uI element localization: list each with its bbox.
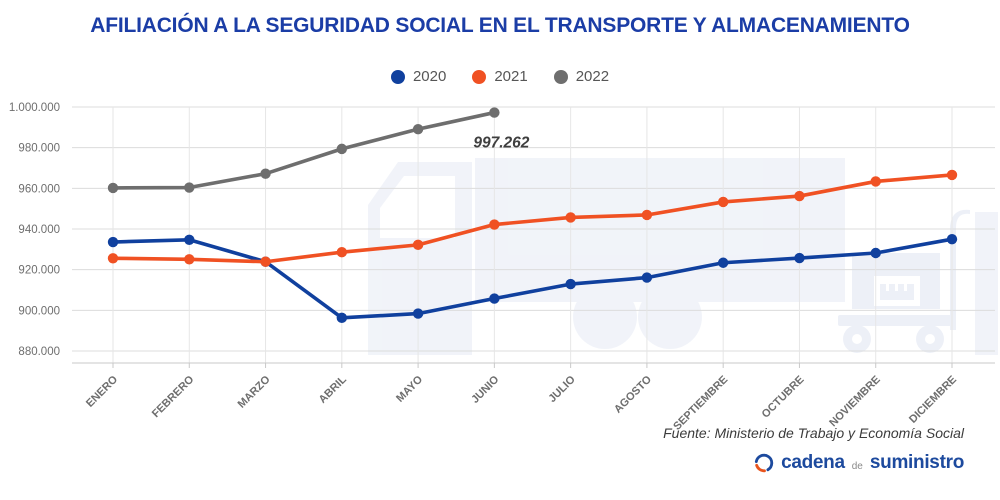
data-point-2020-NOVIEMBRE[interactable] bbox=[870, 247, 881, 259]
x-axis-label: MARZO bbox=[236, 373, 273, 410]
data-point-2022-FEBRERO[interactable] bbox=[184, 182, 195, 193]
data-point-2020-SEPTIEMBRE[interactable] bbox=[717, 257, 729, 268]
data-point-2022-MARZO[interactable] bbox=[260, 168, 271, 179]
data-point-2020-JULIO[interactable] bbox=[565, 278, 576, 290]
brand-logo-icon bbox=[754, 453, 774, 473]
brand-logo[interactable]: cadena de suministro bbox=[753, 452, 964, 474]
data-point-2021-ABRIL[interactable] bbox=[336, 246, 348, 258]
x-axis-label: JULIO bbox=[546, 373, 578, 405]
y-axis-label: 980.000 bbox=[18, 143, 60, 155]
y-axis-label: 880.000 bbox=[18, 346, 60, 358]
data-point-2021-SEPTIEMBRE[interactable] bbox=[717, 196, 729, 208]
data-point-2020-AGOSTO[interactable] bbox=[641, 272, 653, 283]
legend-item-2022[interactable]: 2022 bbox=[553, 68, 610, 85]
data-point-2021-JUNIO[interactable] bbox=[489, 219, 500, 230]
data-point-2021-MAYO[interactable] bbox=[412, 239, 424, 251]
data-point-2021-DICIEMBRE[interactable] bbox=[946, 169, 958, 181]
data-point-2022-MAYO[interactable] bbox=[412, 123, 424, 135]
x-axis-label: FEBRERO bbox=[150, 373, 197, 420]
data-point-2022-ENERO[interactable] bbox=[107, 182, 119, 194]
data-point-2021-NOVIEMBRE[interactable] bbox=[870, 176, 881, 187]
x-axis-label: ENERO bbox=[84, 373, 120, 409]
data-point-2021-MARZO[interactable] bbox=[260, 256, 271, 267]
watermark-truck-illustration bbox=[368, 158, 998, 355]
y-axis-label: 960.000 bbox=[18, 183, 60, 195]
data-point-2020-FEBRERO[interactable] bbox=[184, 234, 195, 245]
data-point-2020-ENERO[interactable] bbox=[107, 236, 119, 248]
legend-label-2020: 2020 bbox=[412, 68, 447, 85]
legend-swatch-2020-icon bbox=[390, 69, 405, 84]
series-line-2021 bbox=[111, 173, 954, 264]
x-axis-label: MAYO bbox=[394, 373, 425, 404]
x-axis-label: ABRIL bbox=[317, 373, 349, 405]
data-point-2021-FEBRERO[interactable] bbox=[184, 254, 195, 265]
legend-swatch-2021-icon bbox=[472, 69, 487, 84]
x-axis-label: SEPTIEMBRE bbox=[671, 374, 730, 433]
legend-label-2021: 2021 bbox=[494, 68, 528, 85]
chart-title: AFILIACIÓN A LA SEGURIDAD SOCIAL EN EL T… bbox=[90, 14, 910, 37]
x-axis-label: JUNIO bbox=[469, 373, 502, 406]
y-axis-label: 920.000 bbox=[18, 265, 60, 277]
data-point-2020-DICIEMBRE[interactable] bbox=[946, 233, 958, 245]
data-point-2020-ABRIL[interactable] bbox=[336, 312, 348, 324]
data-annotation: 997.262 bbox=[473, 135, 529, 152]
legend-item-2020[interactable]: 2020 bbox=[390, 68, 447, 85]
data-point-2020-JUNIO[interactable] bbox=[489, 293, 500, 304]
source-note: Fuente: Ministerio de Trabajo y Economía… bbox=[663, 425, 964, 441]
x-axis-label: DICIEMBRE bbox=[907, 374, 959, 426]
data-point-2020-MAYO[interactable] bbox=[412, 308, 424, 319]
brand-word-cadena: cadena bbox=[781, 452, 845, 473]
series-line-2022 bbox=[111, 110, 497, 190]
y-axis-label: 940.000 bbox=[18, 224, 60, 236]
data-point-2022-ABRIL[interactable] bbox=[336, 143, 348, 155]
chart-legend: 2020 2021 2022 bbox=[0, 68, 1000, 85]
series-line-2020 bbox=[111, 237, 954, 320]
legend-label-2022: 2022 bbox=[575, 68, 610, 85]
data-point-2021-AGOSTO[interactable] bbox=[641, 209, 653, 221]
y-axis-label: 1.000.000 bbox=[9, 102, 60, 114]
data-point-2021-ENERO[interactable] bbox=[107, 253, 119, 264]
brand-word-suministro: suministro bbox=[869, 452, 964, 473]
brand-word-de: de bbox=[851, 460, 863, 472]
x-axis-label: OCTUBRE bbox=[760, 374, 807, 421]
legend-swatch-2022-icon bbox=[553, 69, 568, 84]
data-point-2021-OCTUBRE[interactable] bbox=[794, 190, 805, 202]
data-point-2020-OCTUBRE[interactable] bbox=[794, 252, 805, 264]
legend-item-2021[interactable]: 2021 bbox=[472, 68, 528, 85]
data-point-2022-JUNIO[interactable] bbox=[489, 107, 500, 118]
x-axis-label: AGOSTO bbox=[612, 373, 654, 415]
y-axis-label: 900.000 bbox=[18, 305, 60, 317]
data-point-2021-JULIO[interactable] bbox=[565, 212, 576, 223]
x-axis-label: NOVIEMBRE bbox=[827, 374, 883, 430]
